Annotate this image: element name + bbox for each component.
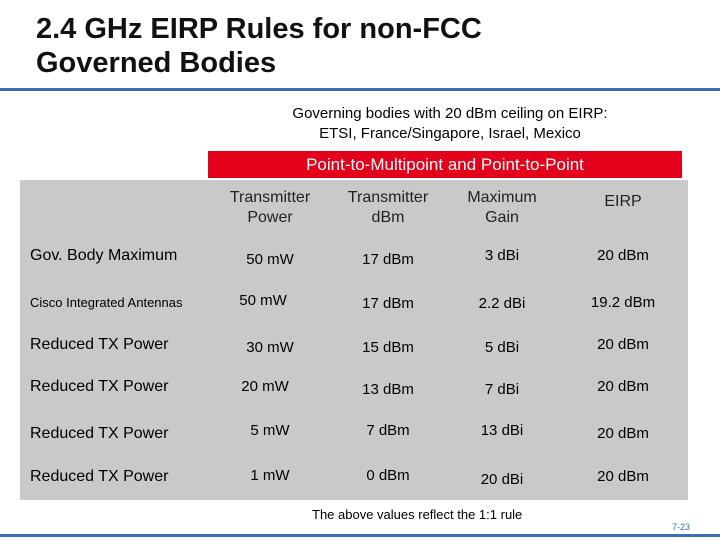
cell-eirp: 20 dBm [597, 468, 649, 485]
cell-eirp: 19.2 dBm [590, 294, 656, 311]
cell-dbm: 17 dBm [362, 251, 414, 268]
row-label: Reduced TX Power [30, 378, 169, 395]
header-eirp: EIRP [604, 193, 642, 210]
subtitle-line-2: ETSI, France/Singapore, Israel, Mexico [319, 125, 581, 142]
table-header-row: Transmitter Power Transmitter dBm Maximu… [20, 188, 688, 232]
cell-power: 20 mW [241, 378, 289, 395]
cell-gain: 3 dBi [484, 247, 520, 264]
page-number: 7-23 [672, 522, 691, 532]
cell-gain: 5 dBi [484, 339, 520, 356]
footer-divider [0, 534, 720, 537]
eirp-table: Transmitter Power Transmitter dBm Maximu… [20, 180, 688, 500]
slide-title: 2.4 GHz EIRP Rules for non-FCC Governed … [36, 12, 676, 80]
header-transmitter-dbm: Transmitter dBm [347, 189, 429, 226]
cell-gain: 7 dBi [484, 381, 520, 398]
cell-eirp: 20 dBm [597, 378, 649, 395]
row-label: Reduced TX Power [30, 468, 169, 485]
cell-power: 1 mW [250, 467, 290, 484]
title-line-2: Governed Bodies [36, 47, 277, 79]
cell-dbm: 13 dBm [362, 381, 414, 398]
subtitle: Governing bodies with 20 dBm ceiling on … [200, 104, 700, 144]
row-label: Reduced TX Power [30, 336, 169, 353]
cell-dbm: 0 dBm [366, 467, 410, 484]
section-banner: Point-to-Multipoint and Point-to-Point [208, 151, 682, 178]
cell-dbm: 17 dBm [362, 295, 414, 312]
cell-gain: 13 dBi [480, 422, 524, 439]
footnote: The above values reflect the 1:1 rule [312, 507, 523, 522]
cell-eirp: 20 dBm [597, 336, 649, 353]
cell-power: 5 mW [250, 422, 290, 439]
header-maximum-gain: Maximum Gain [467, 189, 537, 226]
cell-eirp: 20 dBm [597, 247, 649, 264]
header-transmitter-power: Transmitter Power [229, 189, 311, 226]
row-label: Reduced TX Power [30, 425, 169, 442]
cell-power: 30 mW [246, 339, 294, 356]
cell-power: 50 mW [239, 292, 287, 309]
cell-dbm: 7 dBm [366, 422, 410, 439]
cell-gain: 20 dBi [480, 471, 524, 488]
title-divider [0, 88, 720, 91]
row-label: Cisco Integrated Antennas [30, 295, 183, 310]
row-label: Gov. Body Maximum [30, 247, 178, 264]
cell-eirp: 20 dBm [597, 425, 649, 442]
cell-dbm: 15 dBm [362, 339, 414, 356]
title-line-1: 2.4 GHz EIRP Rules for non-FCC [36, 13, 482, 45]
cell-gain: 2.2 dBi [478, 295, 526, 312]
subtitle-line-1: Governing bodies with 20 dBm ceiling on … [292, 105, 608, 122]
cell-power: 50 mW [246, 251, 294, 268]
